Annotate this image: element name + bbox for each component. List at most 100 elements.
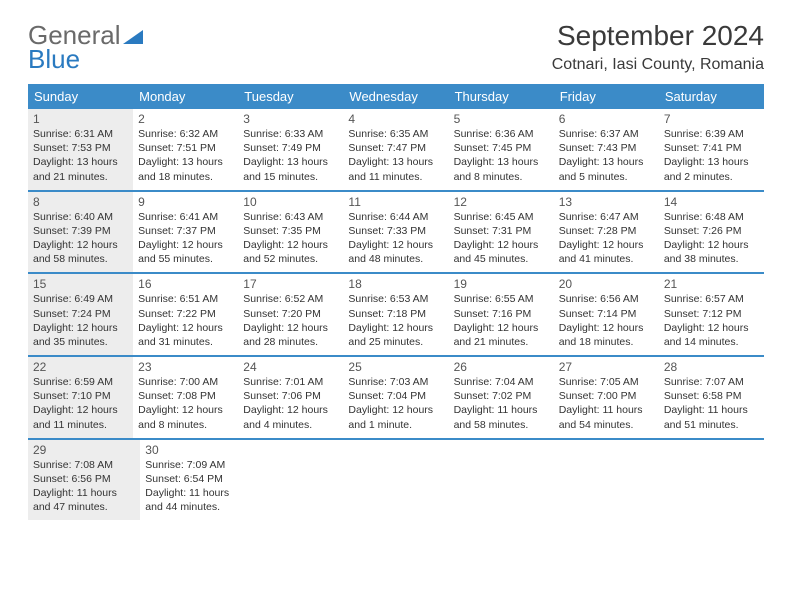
day-number: 25 <box>348 360 443 374</box>
sunset-text: Sunset: 7:24 PM <box>33 307 128 321</box>
title-block: September 2024 Cotnari, Iasi County, Rom… <box>552 20 764 74</box>
sunrise-text: Sunrise: 6:45 AM <box>454 210 549 224</box>
daylight-text-2: and 8 minutes. <box>138 418 233 432</box>
week-row: 1Sunrise: 6:31 AMSunset: 7:53 PMDaylight… <box>28 109 764 192</box>
daylight-text-1: Daylight: 12 hours <box>454 238 549 252</box>
sunrise-text: Sunrise: 6:40 AM <box>33 210 128 224</box>
daylight-text-2: and 11 minutes. <box>33 418 128 432</box>
day-number: 29 <box>33 443 135 457</box>
daylight-text-2: and 8 minutes. <box>454 170 549 184</box>
sunrise-text: Sunrise: 6:47 AM <box>559 210 654 224</box>
daylight-text-2: and 58 minutes. <box>33 252 128 266</box>
sunrise-text: Sunrise: 6:43 AM <box>243 210 338 224</box>
daylight-text-1: Daylight: 13 hours <box>33 155 128 169</box>
day-cell: 13Sunrise: 6:47 AMSunset: 7:28 PMDayligh… <box>554 192 659 273</box>
sunrise-text: Sunrise: 6:57 AM <box>664 292 759 306</box>
day-number: 6 <box>559 112 654 126</box>
daylight-text-1: Daylight: 13 hours <box>243 155 338 169</box>
sunrise-text: Sunrise: 6:44 AM <box>348 210 443 224</box>
sunset-text: Sunset: 6:56 PM <box>33 472 135 486</box>
sunrise-text: Sunrise: 7:09 AM <box>145 458 247 472</box>
day-cell: 10Sunrise: 6:43 AMSunset: 7:35 PMDayligh… <box>238 192 343 273</box>
sunrise-text: Sunrise: 6:37 AM <box>559 127 654 141</box>
day-number: 18 <box>348 277 443 291</box>
day-cell: 7Sunrise: 6:39 AMSunset: 7:41 PMDaylight… <box>659 109 764 190</box>
sunset-text: Sunset: 7:41 PM <box>664 141 759 155</box>
day-cell: 22Sunrise: 6:59 AMSunset: 7:10 PMDayligh… <box>28 357 133 438</box>
weekday-header: Thursday <box>449 84 554 109</box>
sunset-text: Sunset: 7:28 PM <box>559 224 654 238</box>
sunrise-text: Sunrise: 6:39 AM <box>664 127 759 141</box>
daylight-text-2: and 38 minutes. <box>664 252 759 266</box>
day-cell: 30Sunrise: 7:09 AMSunset: 6:54 PMDayligh… <box>140 440 252 521</box>
day-cell: 28Sunrise: 7:07 AMSunset: 6:58 PMDayligh… <box>659 357 764 438</box>
day-number: 5 <box>454 112 549 126</box>
header: General September 2024 Cotnari, Iasi Cou… <box>28 20 764 74</box>
week-row: 29Sunrise: 7:08 AMSunset: 6:56 PMDayligh… <box>28 440 764 521</box>
day-cell: 14Sunrise: 6:48 AMSunset: 7:26 PMDayligh… <box>659 192 764 273</box>
day-number: 10 <box>243 195 338 209</box>
sunrise-text: Sunrise: 6:49 AM <box>33 292 128 306</box>
sunset-text: Sunset: 7:00 PM <box>559 389 654 403</box>
daylight-text-1: Daylight: 12 hours <box>348 238 443 252</box>
daylight-text-1: Daylight: 13 hours <box>664 155 759 169</box>
daylight-text-1: Daylight: 11 hours <box>559 403 654 417</box>
weekday-header-row: SundayMondayTuesdayWednesdayThursdayFrid… <box>28 84 764 109</box>
sunrise-text: Sunrise: 6:31 AM <box>33 127 128 141</box>
empty-cell <box>559 440 661 521</box>
location-label: Cotnari, Iasi County, Romania <box>552 56 764 74</box>
day-cell: 26Sunrise: 7:04 AMSunset: 7:02 PMDayligh… <box>449 357 554 438</box>
daylight-text-1: Daylight: 12 hours <box>348 403 443 417</box>
weekday-header: Monday <box>133 84 238 109</box>
sunset-text: Sunset: 6:54 PM <box>145 472 247 486</box>
logo-line2: Blue <box>28 44 80 75</box>
daylight-text-1: Daylight: 13 hours <box>559 155 654 169</box>
daylight-text-2: and 44 minutes. <box>145 500 247 514</box>
day-cell: 12Sunrise: 6:45 AMSunset: 7:31 PMDayligh… <box>449 192 554 273</box>
sunset-text: Sunset: 7:26 PM <box>664 224 759 238</box>
sunrise-text: Sunrise: 7:07 AM <box>664 375 759 389</box>
sunset-text: Sunset: 7:51 PM <box>138 141 233 155</box>
day-cell: 23Sunrise: 7:00 AMSunset: 7:08 PMDayligh… <box>133 357 238 438</box>
day-number: 20 <box>559 277 654 291</box>
sunset-text: Sunset: 6:58 PM <box>664 389 759 403</box>
day-number: 13 <box>559 195 654 209</box>
day-cell: 2Sunrise: 6:32 AMSunset: 7:51 PMDaylight… <box>133 109 238 190</box>
daylight-text-1: Daylight: 12 hours <box>33 238 128 252</box>
day-number: 27 <box>559 360 654 374</box>
day-number: 4 <box>348 112 443 126</box>
day-cell: 18Sunrise: 6:53 AMSunset: 7:18 PMDayligh… <box>343 274 448 355</box>
day-cell: 25Sunrise: 7:03 AMSunset: 7:04 PMDayligh… <box>343 357 448 438</box>
weekday-header: Wednesday <box>343 84 448 109</box>
day-cell: 17Sunrise: 6:52 AMSunset: 7:20 PMDayligh… <box>238 274 343 355</box>
sunrise-text: Sunrise: 7:08 AM <box>33 458 135 472</box>
daylight-text-2: and 54 minutes. <box>559 418 654 432</box>
daylight-text-1: Daylight: 12 hours <box>138 238 233 252</box>
week-row: 8Sunrise: 6:40 AMSunset: 7:39 PMDaylight… <box>28 192 764 275</box>
daylight-text-2: and 18 minutes. <box>138 170 233 184</box>
sunset-text: Sunset: 7:49 PM <box>243 141 338 155</box>
daylight-text-2: and 31 minutes. <box>138 335 233 349</box>
daylight-text-2: and 15 minutes. <box>243 170 338 184</box>
empty-cell <box>355 440 457 521</box>
sunset-text: Sunset: 7:18 PM <box>348 307 443 321</box>
daylight-text-2: and 28 minutes. <box>243 335 338 349</box>
day-number: 9 <box>138 195 233 209</box>
daylight-text-2: and 1 minute. <box>348 418 443 432</box>
sunset-text: Sunset: 7:08 PM <box>138 389 233 403</box>
day-cell: 11Sunrise: 6:44 AMSunset: 7:33 PMDayligh… <box>343 192 448 273</box>
sunset-text: Sunset: 7:02 PM <box>454 389 549 403</box>
day-cell: 16Sunrise: 6:51 AMSunset: 7:22 PMDayligh… <box>133 274 238 355</box>
sunrise-text: Sunrise: 7:01 AM <box>243 375 338 389</box>
day-number: 14 <box>664 195 759 209</box>
daylight-text-2: and 11 minutes. <box>348 170 443 184</box>
daylight-text-1: Daylight: 12 hours <box>243 321 338 335</box>
day-cell: 21Sunrise: 6:57 AMSunset: 7:12 PMDayligh… <box>659 274 764 355</box>
sunrise-text: Sunrise: 6:55 AM <box>454 292 549 306</box>
daylight-text-2: and 21 minutes. <box>454 335 549 349</box>
daylight-text-1: Daylight: 11 hours <box>664 403 759 417</box>
empty-cell <box>253 440 355 521</box>
sunset-text: Sunset: 7:33 PM <box>348 224 443 238</box>
daylight-text-1: Daylight: 12 hours <box>664 321 759 335</box>
day-number: 24 <box>243 360 338 374</box>
